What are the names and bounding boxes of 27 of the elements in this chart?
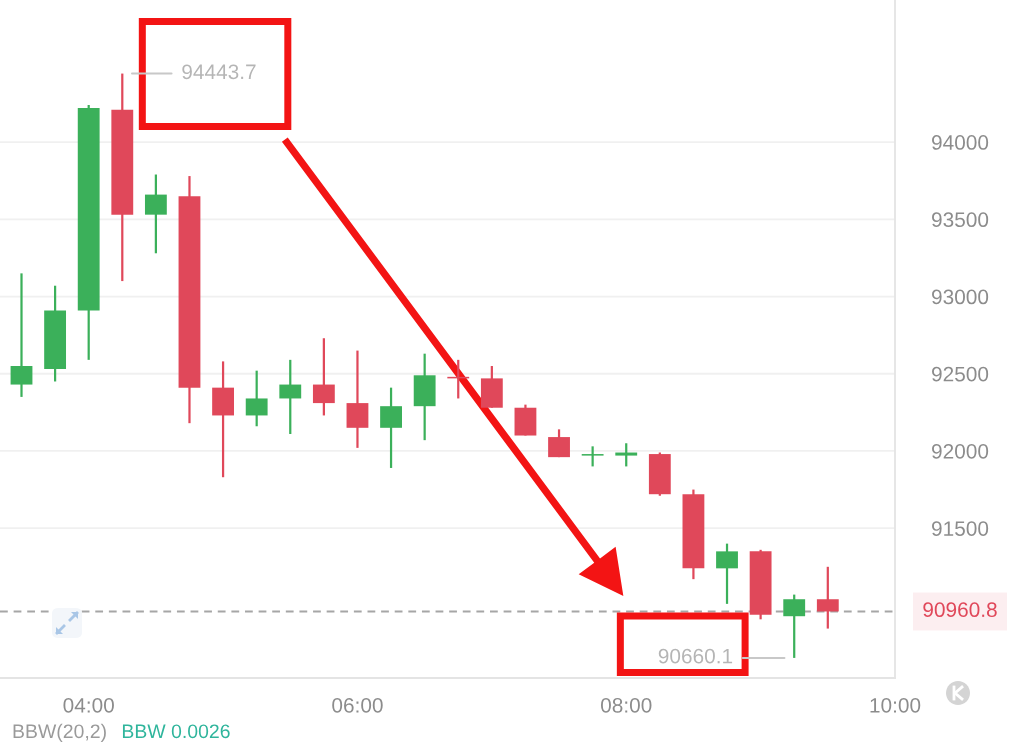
y-tick-label: 92000 bbox=[932, 443, 989, 459]
text: BBW(20,2) bbox=[13, 723, 106, 742]
annotation: 94443.7 bbox=[182, 64, 256, 80]
y-tick-label: 93500 bbox=[932, 212, 989, 228]
candlestick bbox=[380, 386, 402, 470]
candlestick bbox=[279, 358, 302, 436]
ref-line-label: 90960.8 bbox=[923, 602, 997, 618]
y-tick-label: 93000 bbox=[932, 289, 989, 305]
annotation: 90660.1 bbox=[658, 648, 733, 664]
candlestick bbox=[312, 337, 335, 417]
y-tick-label: 92500 bbox=[932, 366, 989, 382]
candlestick bbox=[783, 593, 806, 660]
x-tick-label: 06:00 bbox=[332, 697, 383, 713]
candlestick bbox=[716, 542, 738, 605]
text: BBW 0.0026 bbox=[122, 724, 230, 739]
candlestick bbox=[816, 565, 839, 630]
candlestick bbox=[245, 369, 268, 428]
x-tick-label: 04:00 bbox=[63, 697, 114, 713]
x-tick-label: 10:00 bbox=[870, 697, 921, 713]
candlestick bbox=[581, 445, 604, 468]
x-tick-label: 08:00 bbox=[600, 697, 652, 713]
candlestick bbox=[548, 428, 570, 459]
candlestick bbox=[144, 173, 167, 255]
candlestick bbox=[10, 272, 33, 399]
y-tick-label: 91500 bbox=[932, 521, 989, 536]
y-tick-label: 94000 bbox=[932, 135, 989, 150]
candlestick bbox=[615, 442, 639, 468]
